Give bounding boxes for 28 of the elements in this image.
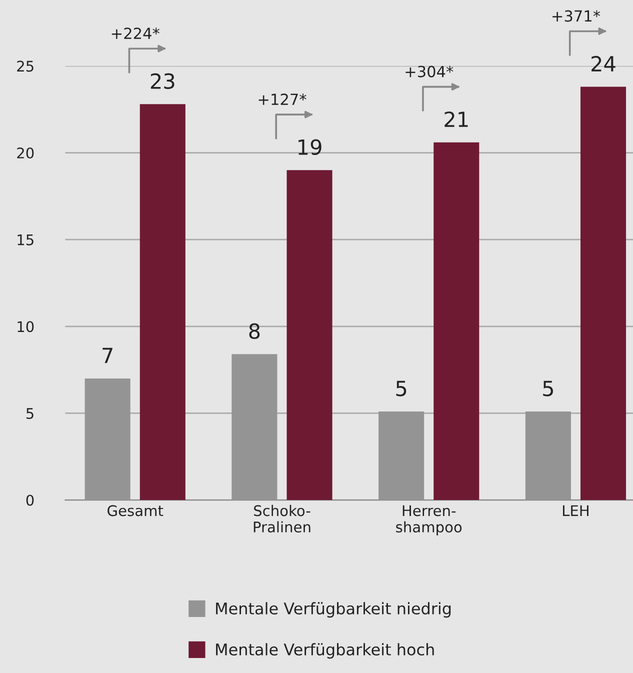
data-label: 24 [592,56,616,72]
legend-label: Mentale Verfügbarkeit niedrig [216,602,451,618]
bar [434,142,480,500]
y-tick-label: 20 [17,147,34,159]
x-tick-label: Gesamt [108,505,164,516]
x-tick-label: LEH [563,505,588,516]
data-label: 19 [298,139,322,155]
y-tick-label: 5 [26,408,34,419]
annotation: +304* [406,66,454,78]
y-tick-label: 10 [18,321,34,332]
bar [580,86,626,500]
data-label: 5 [543,380,553,396]
data-label: 21 [444,111,468,127]
data-label: 23 [150,73,174,90]
data-label: 8 [249,323,260,340]
text: +371* [552,10,600,22]
x-tick-label: Herren- shampoo [396,505,462,536]
bar [286,170,332,500]
x-tick-label: Schoko- Pralinen [254,504,310,533]
annotation: +127* [258,94,306,105]
data-label: 5 [396,380,406,396]
y-tick-label: 0 [26,494,34,506]
y-tick-label: 25 [17,60,34,72]
y-tick-label: 15 [18,234,34,246]
bar [140,104,186,500]
text: +224* [112,28,160,39]
data-label: 7 [102,348,112,364]
legend-label: Mentale Verfügbarkeit hoch [216,643,434,659]
